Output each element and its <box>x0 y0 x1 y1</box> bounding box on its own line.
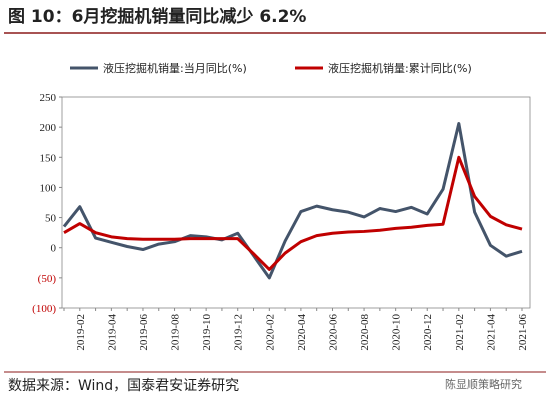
x-tick-label: 2020-12 <box>422 314 434 351</box>
y-tick-label: 200 <box>40 122 57 134</box>
y-tick-label: 100 <box>40 182 57 194</box>
series-line <box>63 155 523 271</box>
x-tick-label: 2019-06 <box>138 314 150 351</box>
x-tick-label: 2021-06 <box>517 314 529 351</box>
x-tick-label: 2019-04 <box>106 314 118 351</box>
x-tick-label: 2020-02 <box>264 314 276 351</box>
x-tick-label: 2020-04 <box>296 314 308 351</box>
source: 数据来源：Wind，国泰君安证券研究 <box>8 378 239 394</box>
x-tick-label: 2021-04 <box>485 314 497 351</box>
x-tick-label: 2021-02 <box>454 314 466 351</box>
y-tick-label: 0 <box>51 243 57 255</box>
x-tick-label: 2020-06 <box>327 314 339 351</box>
x-tick-label: 2019-08 <box>170 314 182 351</box>
x-tick-label: 2019-02 <box>75 314 87 351</box>
series-line <box>62 122 523 280</box>
chart-title: 图 10：6月挖掘机销量同比减少 6.2% <box>8 6 306 27</box>
watermark: 陈显顺策略研究 <box>445 377 522 391</box>
y-tick-label: (50) <box>38 273 57 285</box>
legend-label: 液压挖掘机销量:累计同比(%) <box>328 61 472 75</box>
x-tick-label: 2019-10 <box>201 314 213 351</box>
x-tick-label: 2020-10 <box>391 314 403 351</box>
legend-label: 液压挖掘机销量:当月同比(%) <box>103 61 247 75</box>
x-tick-label: 2020-08 <box>359 314 371 351</box>
y-tick-label: (100) <box>32 303 56 315</box>
y-tick-label: 50 <box>45 213 57 225</box>
y-tick-label: 250 <box>40 92 57 104</box>
plot-frame <box>61 96 531 309</box>
y-tick-label: 150 <box>40 152 57 164</box>
x-tick-label: 2019-12 <box>233 314 245 351</box>
